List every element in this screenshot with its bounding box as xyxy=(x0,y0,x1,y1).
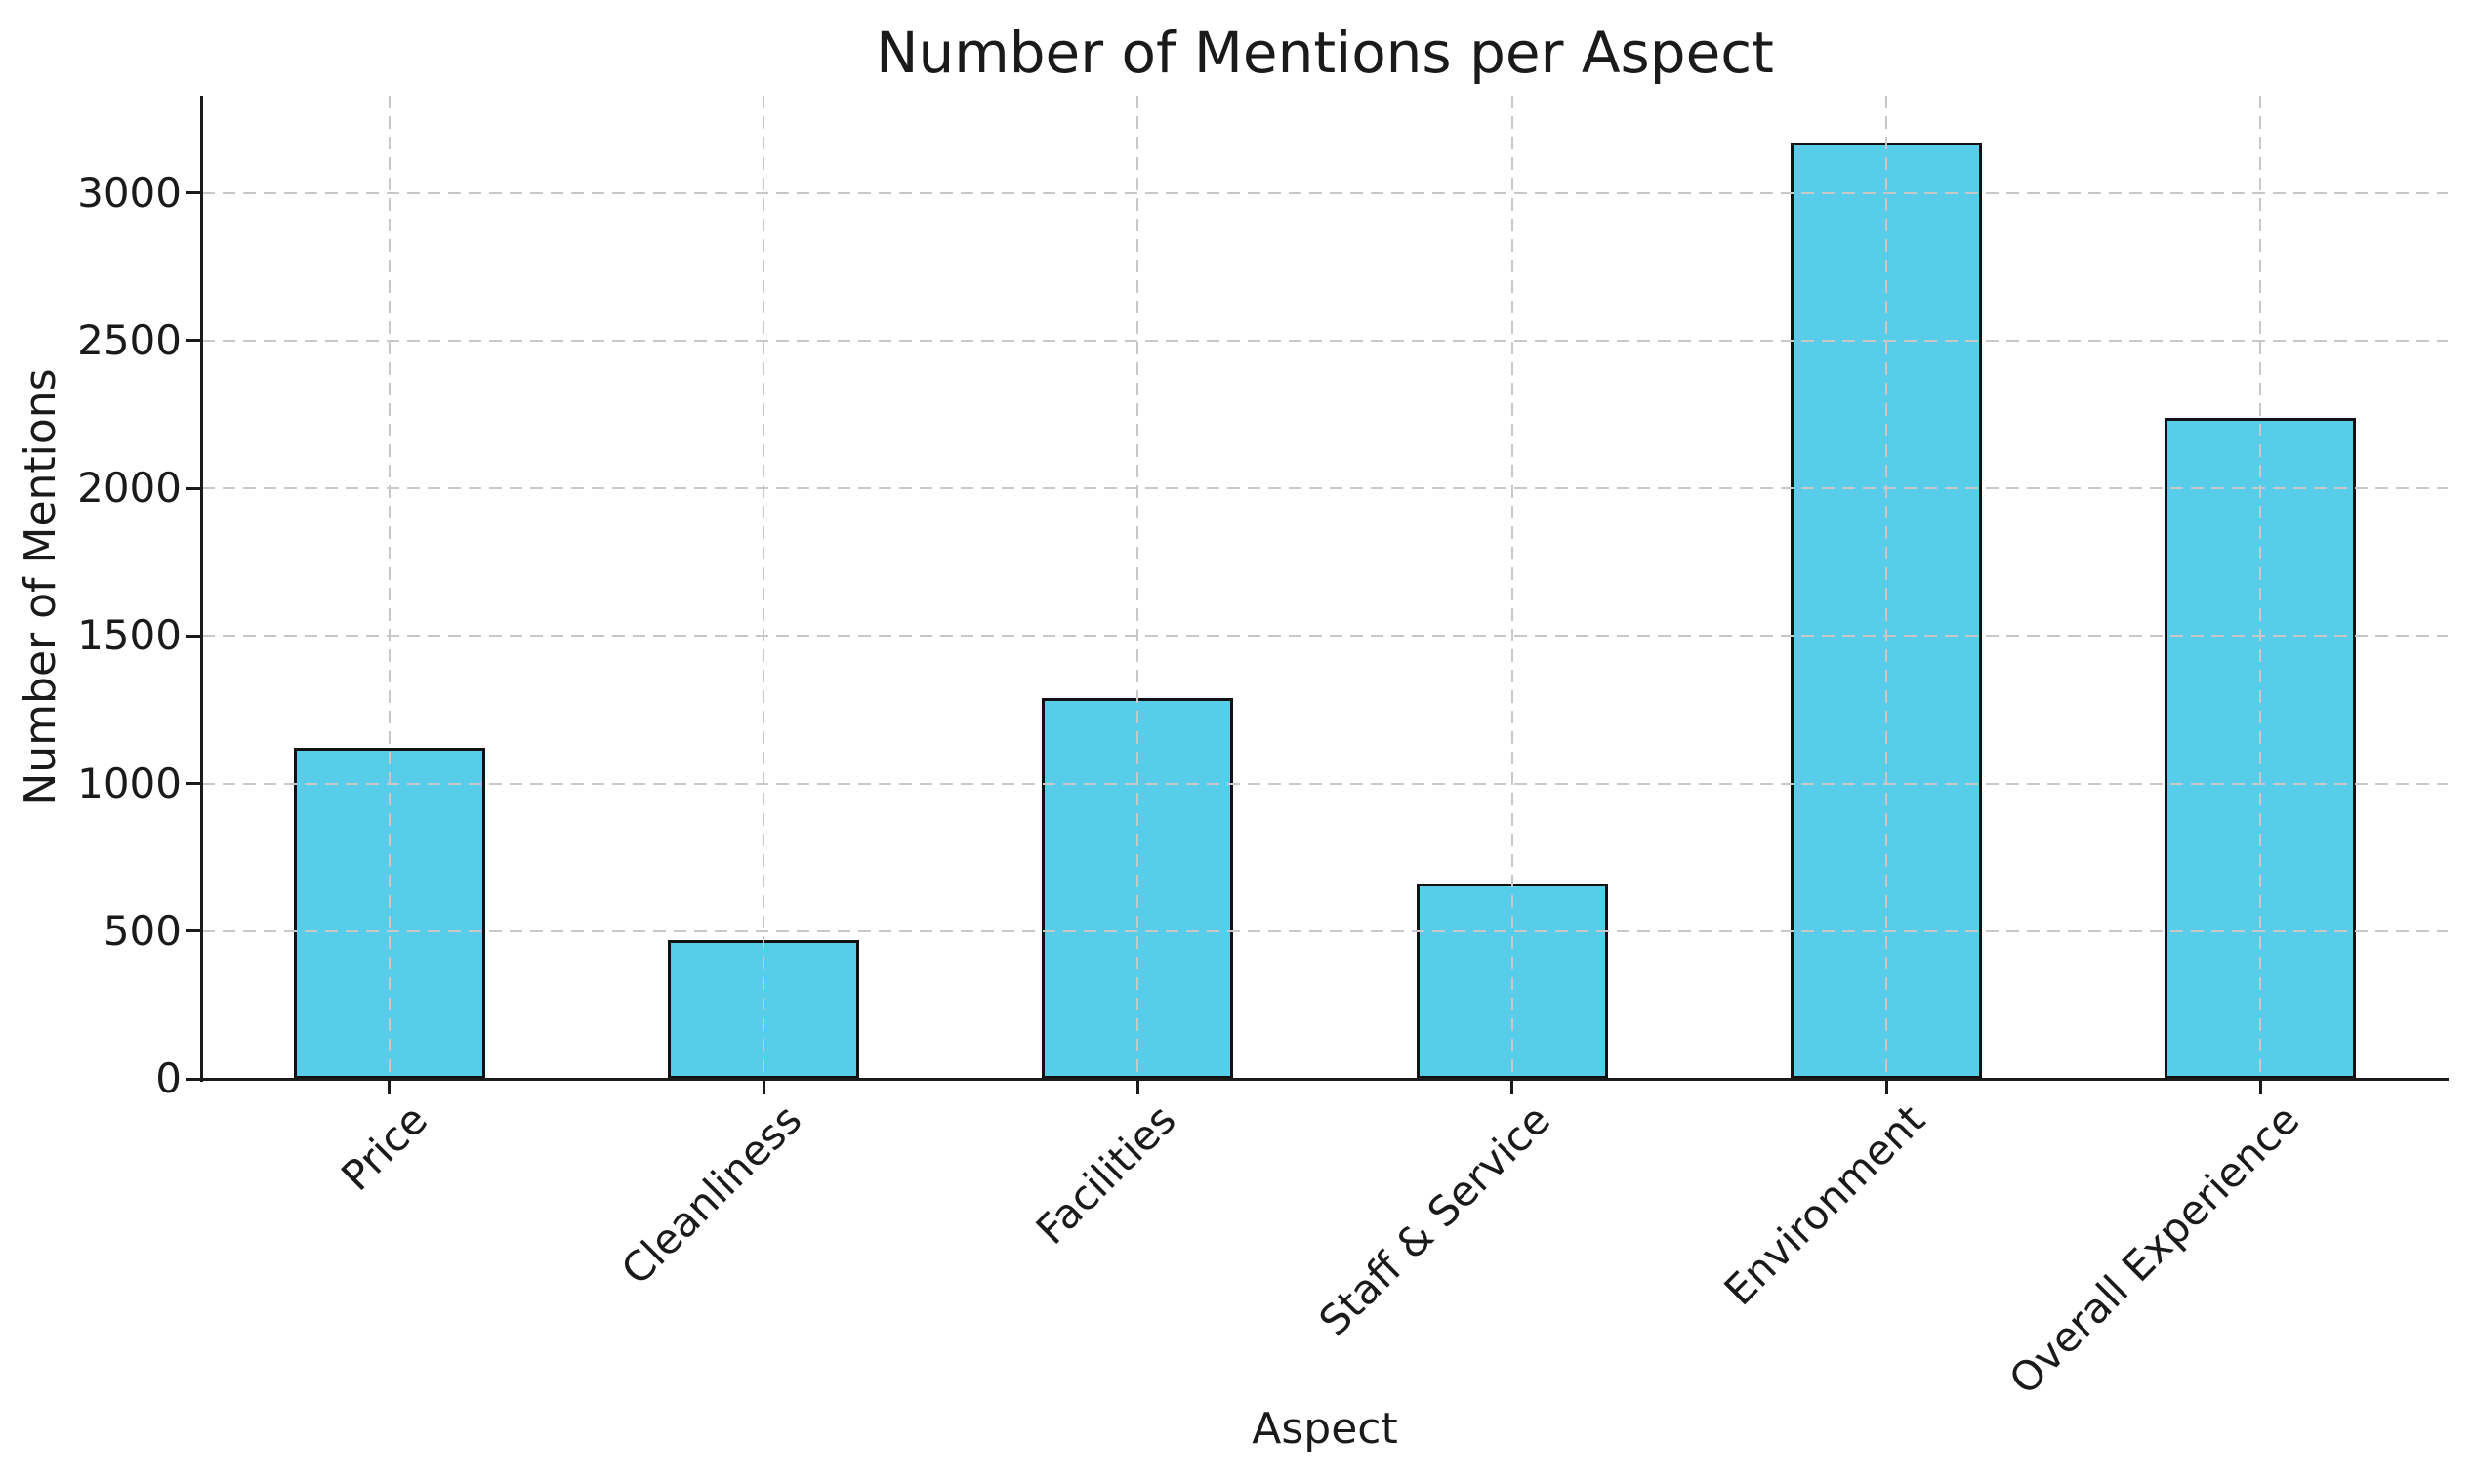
y-tick-label: 2500 xyxy=(77,315,182,364)
gridline-vertical xyxy=(1510,96,1513,1079)
gridline-horizontal xyxy=(202,487,2448,490)
x-axis-label: Aspect xyxy=(1252,1404,1398,1454)
y-tick-label: 500 xyxy=(103,906,182,955)
x-tick xyxy=(1510,1081,1514,1094)
y-tick-label: 3000 xyxy=(77,168,182,217)
gridline-horizontal xyxy=(202,929,2448,932)
y-tick-label: 2000 xyxy=(77,464,182,513)
y-tick-label: 0 xyxy=(155,1054,182,1102)
y-tick xyxy=(186,191,200,195)
chart-title: Number of Mentions per Aspect xyxy=(876,20,1774,86)
x-tick-label: Overall Experience xyxy=(2000,1095,2308,1404)
x-tick-label: Environment xyxy=(1714,1095,1934,1315)
x-tick xyxy=(1884,1081,1888,1094)
x-tick xyxy=(2258,1081,2262,1094)
x-tick-label: Staff & Service xyxy=(1309,1095,1560,1345)
x-tick-label: Cleanliness xyxy=(612,1095,811,1295)
y-tick-label: 1000 xyxy=(77,759,182,807)
x-tick xyxy=(762,1081,765,1094)
x-tick-label: Facilities xyxy=(1027,1095,1185,1254)
gridline-horizontal xyxy=(202,339,2448,342)
y-tick xyxy=(186,486,200,490)
y-tick-label: 1500 xyxy=(77,611,182,660)
gridline-vertical xyxy=(2259,96,2262,1079)
y-tick xyxy=(186,929,200,933)
y-tick xyxy=(186,634,200,638)
x-tick xyxy=(388,1081,392,1094)
y-axis-spine xyxy=(200,96,203,1082)
y-tick xyxy=(186,339,200,343)
y-tick xyxy=(186,1077,200,1081)
x-axis-spine xyxy=(200,1078,2449,1081)
gridline-vertical xyxy=(388,96,391,1079)
gridline-vertical xyxy=(1136,96,1139,1079)
x-tick xyxy=(1135,1081,1139,1094)
gridline-horizontal xyxy=(202,635,2448,638)
gridline-horizontal xyxy=(202,191,2448,194)
x-tick-label: Price xyxy=(332,1095,437,1201)
gridline-vertical xyxy=(1885,96,1887,1079)
gridline-vertical xyxy=(763,96,764,1079)
gridline-horizontal xyxy=(202,782,2448,785)
y-tick xyxy=(186,782,200,786)
